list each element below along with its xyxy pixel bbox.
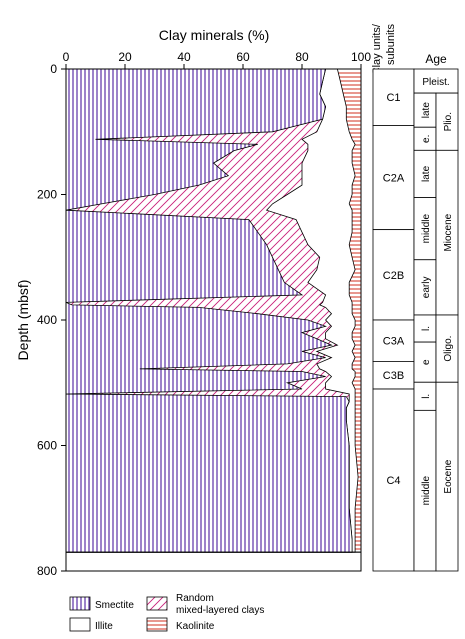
- y-tick-label: 600: [37, 439, 57, 453]
- legend-label-illite: Illite: [95, 621, 113, 632]
- legend-swatch-mixed-layered: [146, 596, 168, 611]
- x-tick-label: 0: [63, 50, 70, 64]
- y-tick-label: 0: [50, 62, 57, 76]
- age-label: middle: [421, 213, 432, 243]
- age-label: l.: [421, 394, 432, 399]
- legend-swatch-kaolinite: [146, 617, 168, 632]
- clay-unit-label: C1: [386, 92, 400, 104]
- age-label: Pleist.: [422, 77, 449, 88]
- clay-unit-box: [372, 125, 415, 231]
- age-label: Eocene: [443, 459, 454, 493]
- age-label: Oligo.: [443, 336, 454, 362]
- clay-unit-box: [372, 388, 415, 572]
- age-label: e: [421, 359, 432, 365]
- age-label: early: [421, 277, 432, 299]
- area-smectite: [65, 68, 353, 553]
- age-label: Plio.: [443, 112, 454, 131]
- plot-frame: [65, 68, 362, 572]
- y-tick-label: 400: [37, 313, 57, 327]
- y-tick-label: 200: [37, 188, 57, 202]
- y-axis-title: Depth (mbsf): [15, 280, 31, 361]
- y-axis-ticks: 0 200 400 600 800: [37, 62, 66, 578]
- legend-label-smectite: Smectite: [95, 600, 134, 611]
- x-tick-label: 100: [351, 50, 371, 64]
- legend-label-mixed-layered-line2: mixed-layered clays: [176, 605, 264, 616]
- age-label: e.: [421, 135, 432, 143]
- age-label: middle: [421, 476, 432, 506]
- legend: Smectite Illite Random mixed-layered cla…: [69, 593, 264, 632]
- clay-unit-label: C2B: [383, 270, 404, 282]
- clay-unit-label: C3A: [383, 336, 405, 348]
- x-axis-ticks: 0 20 40 60 80 100: [63, 50, 371, 69]
- x-axis-title: Clay minerals (%): [159, 27, 269, 43]
- clay-units-header-line2: subunits: [385, 24, 397, 65]
- age-box: [435, 381, 459, 572]
- legend-swatch-illite: [69, 617, 91, 632]
- legend-swatch-smectite: [69, 596, 91, 611]
- age-label: Miocene: [443, 213, 454, 251]
- age-column: Age Pleist. late e. Plio. late middle early Mio…: [413, 52, 459, 572]
- age-box: [413, 68, 459, 94]
- x-tick-label: 80: [295, 50, 309, 64]
- x-tick-label: 20: [118, 50, 132, 64]
- clay-units-header-line1: Clay units/: [371, 23, 383, 75]
- clay-unit-label: C4: [386, 475, 400, 487]
- plot-areas: [65, 68, 362, 553]
- clay-units-column: Clay units/ subunits C1 C2A C2B C3A C3B C4: [371, 23, 415, 572]
- x-tick-label: 60: [236, 50, 250, 64]
- age-header: Age: [425, 52, 447, 66]
- legend-label-mixed-layered-line1: Random: [176, 593, 214, 604]
- clay-unit-label: C2A: [383, 173, 405, 185]
- legend-label-kaolinite: Kaolinite: [176, 621, 215, 632]
- y-tick-label: 800: [37, 564, 57, 578]
- x-tick-label: 40: [177, 50, 191, 64]
- clay-unit-box: [372, 68, 415, 126]
- age-label: late: [421, 102, 432, 119]
- age-label: late: [421, 165, 432, 182]
- clay-unit-label: C3B: [383, 370, 404, 382]
- age-label: l.: [421, 326, 432, 331]
